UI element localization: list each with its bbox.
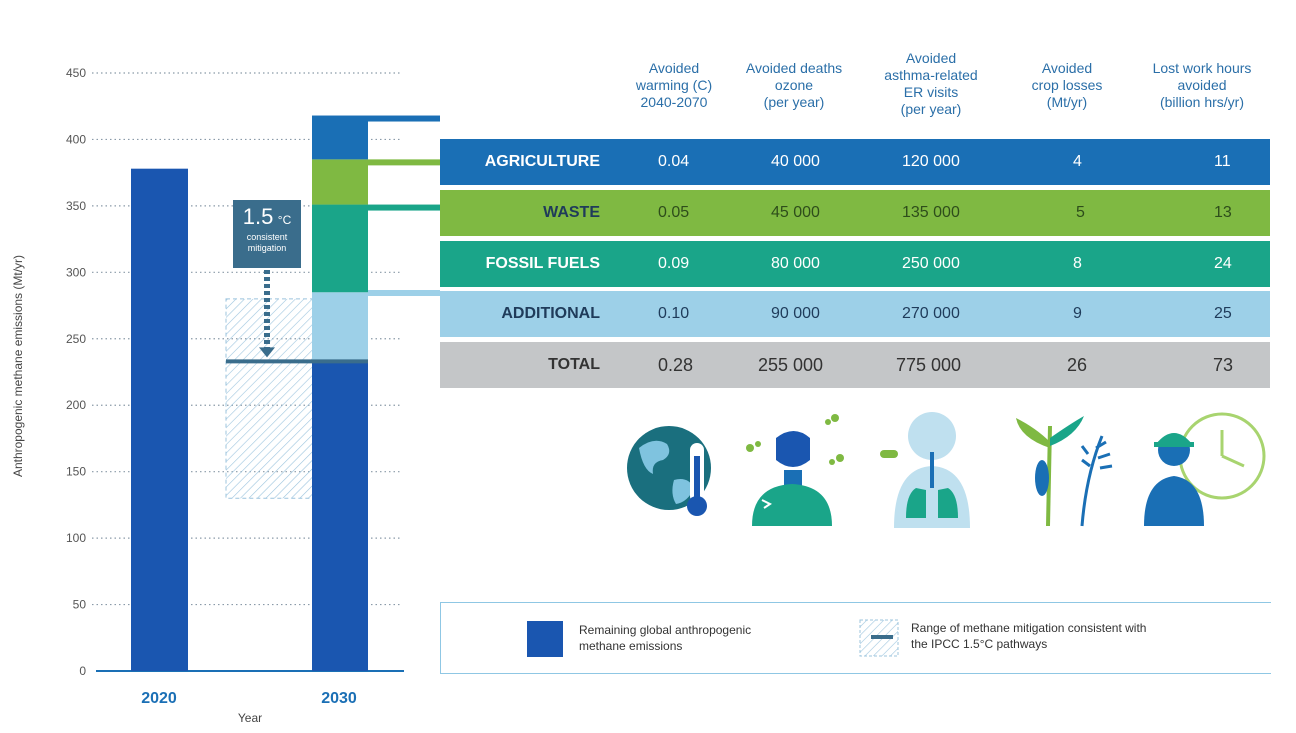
cell-crops: 5 [1076, 204, 1085, 221]
legend-swatch-remaining [527, 621, 563, 657]
legend-label-range: Range of methane mitigation consistent w… [911, 621, 1147, 651]
y-tick-label: 100 [66, 531, 86, 545]
legend-swatch-range [859, 619, 899, 657]
cell-deaths: 255 000 [758, 355, 824, 375]
y-tick-label: 250 [66, 332, 86, 346]
worker-clock-icon [1144, 412, 1266, 526]
cell-deaths: 45 000 [771, 204, 820, 221]
crops-icon [1016, 416, 1113, 527]
bar-2030-segment-3 [312, 159, 368, 205]
col-header-crops: Avoided crop losses (Mt/yr) [1031, 60, 1103, 110]
cell-work-hours: 73 [1213, 355, 1234, 375]
y-tick-label: 200 [66, 398, 86, 412]
row-label: WASTE [543, 204, 600, 221]
connector-0 [368, 115, 440, 122]
cell-asthma: 120 000 [902, 153, 960, 170]
annotation-unit: °C [277, 213, 292, 227]
table-row-total: TOTAL 0.28 255 000 775 000 26 73 [440, 342, 1270, 388]
cell-warming: 0.04 [658, 153, 690, 170]
col-header-work-hours: Lost work hours avoided (billion hrs/yr) [1152, 60, 1252, 110]
annotation-text: consistent mitigation [246, 232, 288, 253]
cell-asthma: 270 000 [902, 305, 960, 322]
row-label: AGRICULTURE [484, 153, 600, 170]
bar-2030-segment-4 [312, 115, 368, 160]
col-header-asthma: Avoided asthma-related ER visits (per year) [884, 50, 978, 117]
y-tick-label: 0 [79, 664, 86, 678]
person-ozone-icon [746, 414, 844, 526]
x-tick-2030: 2030 [321, 690, 357, 707]
row-label: TOTAL [548, 356, 600, 373]
annotation-callout: 1.5 °C consistent mitigation [233, 200, 301, 268]
cell-work-hours: 25 [1214, 305, 1232, 322]
legend: Remaining global anthropogenic methane em… [440, 602, 1271, 674]
cell-crops: 26 [1067, 355, 1088, 375]
table-row-agriculture: AGRICULTURE 0.04 40 000 120 000 4 11 [440, 139, 1270, 185]
cell-warming: 0.05 [658, 204, 690, 221]
cell-asthma: 135 000 [902, 204, 960, 221]
cell-deaths: 80 000 [771, 255, 820, 272]
bar-2030-segment-2 [312, 204, 368, 293]
connector-2 [368, 204, 440, 211]
bar-2030-segment-0 [312, 361, 368, 671]
cell-deaths: 40 000 [771, 153, 820, 170]
x-axis-title: Year [238, 711, 262, 725]
connector-1 [368, 159, 440, 166]
legend-label-remaining: Remaining global anthropogenic methane em… [579, 623, 752, 653]
cell-crops: 9 [1073, 305, 1082, 322]
row-label: FOSSIL FUELS [485, 255, 600, 272]
y-tick-label: 350 [66, 199, 86, 213]
annotation-arrowhead [259, 347, 275, 358]
cell-asthma: 250 000 [902, 255, 960, 272]
globe-thermometer-icon [627, 426, 711, 516]
connector-3 [368, 290, 440, 296]
col-header-deaths: Avoided deaths ozone (per year) [745, 60, 843, 110]
y-tick-label: 450 [66, 66, 86, 80]
bar-2030-segment-1 [312, 292, 368, 362]
cell-warming: 0.10 [658, 305, 690, 322]
col-header-warming: Avoided warming (C) 2040-2070 [635, 60, 713, 110]
table-row-additional: ADDITIONAL 0.10 90 000 270 000 9 25 [440, 291, 1270, 337]
y-tick-label: 150 [66, 465, 86, 479]
cell-warming: 0.09 [658, 255, 690, 272]
cell-crops: 4 [1073, 153, 1082, 170]
cell-crops: 8 [1073, 255, 1082, 272]
x-tick-2020: 2020 [141, 690, 177, 707]
lungs-icon [880, 412, 970, 528]
y-tick-label: 300 [66, 265, 86, 279]
cell-warming: 0.28 [658, 355, 694, 375]
bar-2020 [131, 168, 188, 671]
cell-deaths: 90 000 [771, 305, 820, 322]
row-label: ADDITIONAL [501, 305, 600, 322]
cell-work-hours: 24 [1214, 255, 1232, 272]
cell-asthma: 775 000 [896, 355, 962, 375]
table-row-waste: WASTE 0.05 45 000 135 000 5 13 [440, 190, 1270, 236]
y-axis-title: Anthropogenic methane emissions (Mt/yr) [11, 255, 25, 477]
annotation-value: 1.5 [242, 204, 274, 229]
table-row-fossil-fuels: FOSSIL FUELS 0.09 80 000 250 000 8 24 [440, 241, 1270, 287]
cell-work-hours: 11 [1214, 153, 1231, 170]
y-tick-label: 400 [66, 132, 86, 146]
cell-work-hours: 13 [1214, 204, 1232, 221]
y-tick-label: 50 [73, 598, 87, 612]
